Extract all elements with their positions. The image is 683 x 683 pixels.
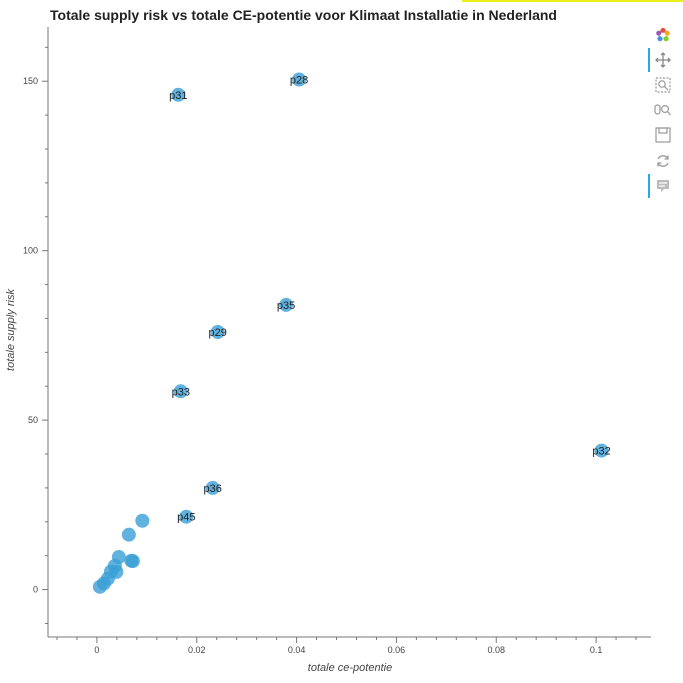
pan-tool-active-indicator	[648, 48, 650, 72]
point-label: p45	[177, 512, 195, 524]
point-label: p35	[277, 300, 295, 312]
y-tick-label: 100	[23, 246, 38, 256]
point-label: p29	[209, 327, 227, 339]
point-label: p32	[592, 446, 610, 458]
data-point[interactable]	[122, 528, 136, 542]
y-tick-label: 150	[23, 76, 38, 86]
points-layer	[93, 73, 609, 594]
data-point[interactable]	[135, 514, 149, 528]
x-tick-label: 0	[94, 645, 99, 655]
chart-toolbar	[650, 24, 674, 204]
x-tick-label: 0.06	[388, 645, 406, 655]
x-tick-label: 0.1	[590, 645, 603, 655]
x-tick-label: 0.02	[188, 645, 206, 655]
bokeh-logo-icon[interactable]	[654, 26, 672, 44]
box-zoom-tool-icon[interactable]	[654, 76, 672, 94]
x-tick-label: 0.04	[288, 645, 306, 655]
x-axis: 0 0.02 0.04 0.06 0.08 0.1	[57, 637, 636, 655]
hover-tool-icon[interactable]	[654, 177, 672, 195]
y-axis: 0 50 100 150	[23, 47, 48, 623]
y-axis-label: totale supply risk	[5, 289, 17, 371]
point-label: p31	[169, 90, 187, 102]
x-axis-label: totale ce-potentie	[308, 662, 392, 674]
data-point[interactable]	[124, 554, 138, 568]
point-label: p33	[172, 386, 190, 398]
hover-tool-active-indicator	[648, 174, 650, 198]
pan-tool-icon[interactable]	[654, 51, 672, 69]
point-label: p36	[204, 483, 222, 495]
data-point[interactable]	[93, 580, 107, 594]
wheel-zoom-tool-icon[interactable]	[654, 101, 672, 119]
y-tick-label: 50	[28, 415, 38, 425]
x-tick-label: 0.08	[487, 645, 505, 655]
reset-tool-icon[interactable]	[654, 152, 672, 170]
point-labels-layer: p28 p31 p35 p29 p33 p32 p36 p45	[169, 75, 611, 524]
point-label: p28	[290, 75, 308, 87]
save-tool-icon[interactable]	[654, 126, 672, 144]
y-tick-label: 0	[33, 585, 38, 595]
